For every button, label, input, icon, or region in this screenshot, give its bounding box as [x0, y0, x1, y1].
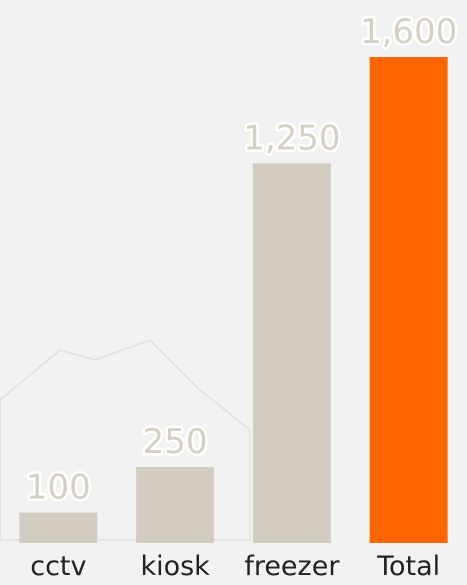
- bar: [370, 57, 448, 543]
- x-tick-label: Total: [376, 551, 440, 582]
- chart: 100 cctv 250 kiosk 1,250 freezer 1,600 Total: [0, 0, 467, 585]
- x-tick-label: cctv: [30, 551, 86, 582]
- bar: [19, 513, 97, 543]
- x-tick-label: kiosk: [140, 551, 210, 582]
- value-label: 250: [143, 422, 208, 462]
- value-label: 100: [26, 468, 91, 508]
- x-tick-label: freezer: [244, 551, 340, 582]
- value-label: 1,600: [360, 12, 457, 52]
- bar: [136, 467, 214, 543]
- value-label: 1,250: [243, 118, 340, 158]
- bar: [253, 163, 331, 543]
